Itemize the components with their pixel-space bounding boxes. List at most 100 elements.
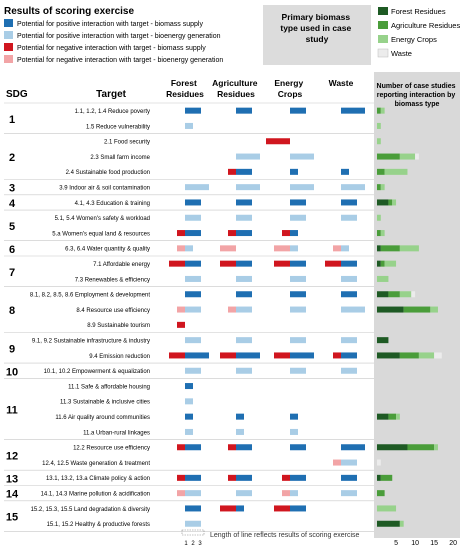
score-bar-positive [236, 367, 252, 374]
target-label: 11.6 Air quality around communities [55, 415, 150, 421]
score-bar-negative [228, 168, 236, 175]
score-bar-positive [341, 260, 357, 267]
score-bar-positive [290, 505, 306, 512]
score-bar-positive [236, 413, 244, 420]
target-label: 8.1, 8.2, 8.5, 8.6 Employment & developm… [30, 293, 150, 299]
cases-header-line-1: Number of case studies [377, 83, 456, 90]
legend-scoring: Results of scoring exercise Potential fo… [4, 6, 223, 64]
case-bar [380, 474, 393, 481]
target-label: 2.3 Small farm income [90, 155, 150, 161]
sdg-label: 15 [6, 512, 18, 524]
category-header-energy: Energy Crops [274, 78, 305, 99]
cases-panel [374, 72, 460, 538]
score-bar-positive [185, 122, 193, 129]
score-bar-negative [177, 306, 185, 313]
sdg-label: 2 [9, 152, 15, 164]
score-bar-negative [282, 230, 290, 237]
legend-swatch-pos-supply [4, 19, 13, 27]
score-bar-negative [228, 474, 236, 481]
case-bar [377, 260, 381, 267]
legend-biomass: Primary biomass type used in case study … [263, 5, 460, 65]
score-bar-positive [185, 337, 201, 344]
score-bar-positive [341, 245, 349, 252]
case-bar [377, 199, 389, 206]
score-bar-positive [236, 107, 252, 114]
case-bar [388, 413, 397, 420]
case-bar [396, 413, 400, 420]
scale-tick-2: 2 [191, 541, 195, 547]
score-bar-positive [236, 260, 252, 267]
case-axis-tick: 5 [394, 540, 398, 547]
length-scale-box [181, 529, 205, 536]
score-bar-positive [185, 260, 201, 267]
sdg-header: SDG [6, 89, 28, 100]
legend-biomass-title: Primary biomass type used in case study [280, 12, 353, 44]
score-bar-negative [220, 260, 236, 267]
case-bar [388, 291, 400, 298]
case-bar [380, 260, 385, 267]
case-bar [377, 230, 381, 237]
score-bar-positive [290, 199, 306, 206]
score-bar-positive [236, 199, 252, 206]
case-bar [377, 184, 381, 191]
case-axis-tick: 15 [430, 540, 438, 547]
case-bar [388, 199, 393, 206]
target-label: 1.5 Reduce vulnerability [86, 124, 150, 130]
score-bar-positive [185, 428, 193, 435]
case-axis-tick: 10 [411, 540, 419, 547]
case-bar [399, 291, 412, 298]
score-bar-positive [236, 352, 260, 359]
case-bar [377, 138, 381, 145]
case-bar [377, 337, 389, 344]
legend-label-forest: Forest Residues [391, 7, 446, 16]
category-header-forest-line-2: Residues [166, 89, 204, 99]
score-bar-positive [290, 337, 306, 344]
case-bar [377, 168, 385, 175]
score-bar-positive [185, 398, 193, 405]
legend-label-pos-supply: Potential for positive interaction with … [17, 21, 203, 28]
category-header-agriculture-line-1: Agriculture [212, 78, 258, 88]
target-label: 15.1, 15.2 Healthy & productive forests [47, 522, 150, 528]
sdg-label: 8 [9, 305, 15, 317]
score-bar-positive [290, 107, 306, 114]
score-bar-positive [290, 260, 306, 267]
target-label: 2.1 Food security [104, 140, 150, 146]
score-bar-negative [282, 490, 290, 497]
case-bar [377, 153, 400, 160]
score-bar-negative [220, 245, 236, 252]
sdg-label: 11 [6, 405, 18, 417]
grid-lines [4, 102, 374, 532]
length-scale-note: Length of line reflects results of scori… [210, 532, 360, 539]
case-bar [377, 352, 400, 359]
case-bar [377, 107, 381, 114]
category-header-energy-line-1: Energy [274, 78, 303, 88]
case-bar [377, 444, 408, 451]
target-label: 2.4 Sustainable food production [66, 170, 150, 176]
scale-tick-3: 3 [198, 541, 202, 547]
score-bar-positive [290, 413, 298, 420]
sdg-label: 13 [6, 473, 18, 485]
score-bar-positive [185, 367, 201, 374]
category-header-forest: Forest Residues [166, 78, 204, 99]
score-bar-positive [185, 490, 201, 497]
legend-swatch-pos-generation [4, 31, 13, 39]
score-bar-positive [185, 413, 193, 420]
legend-biomass-box [263, 5, 371, 65]
score-bar-positive [290, 245, 298, 252]
score-bar-negative [274, 260, 290, 267]
score-bar-negative [177, 474, 185, 481]
target-label: 14.1, 14.3 Marine pollution & acidificat… [41, 491, 150, 497]
case-bar [384, 260, 397, 267]
score-bar-negative [220, 352, 236, 359]
case-bar [415, 153, 419, 160]
score-bar-positive [185, 275, 201, 282]
target-label: 1.1, 1.2, 1.4 Reduce poverty [75, 109, 150, 115]
case-bar [380, 230, 385, 237]
score-bar-positive [236, 275, 252, 282]
category-header-forest-line-1: Forest [171, 78, 197, 88]
legend-label-agriculture: Agriculture Residues [391, 21, 460, 30]
case-bar [399, 520, 404, 527]
legend-label-pos-generation: Potential for positive interaction with … [17, 33, 221, 40]
score-bar-positive [185, 107, 201, 114]
score-bar-positive [341, 291, 357, 298]
